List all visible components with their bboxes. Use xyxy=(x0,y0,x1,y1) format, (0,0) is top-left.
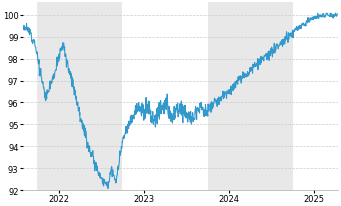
Bar xyxy=(208,3,293,190)
Bar xyxy=(37,3,122,190)
